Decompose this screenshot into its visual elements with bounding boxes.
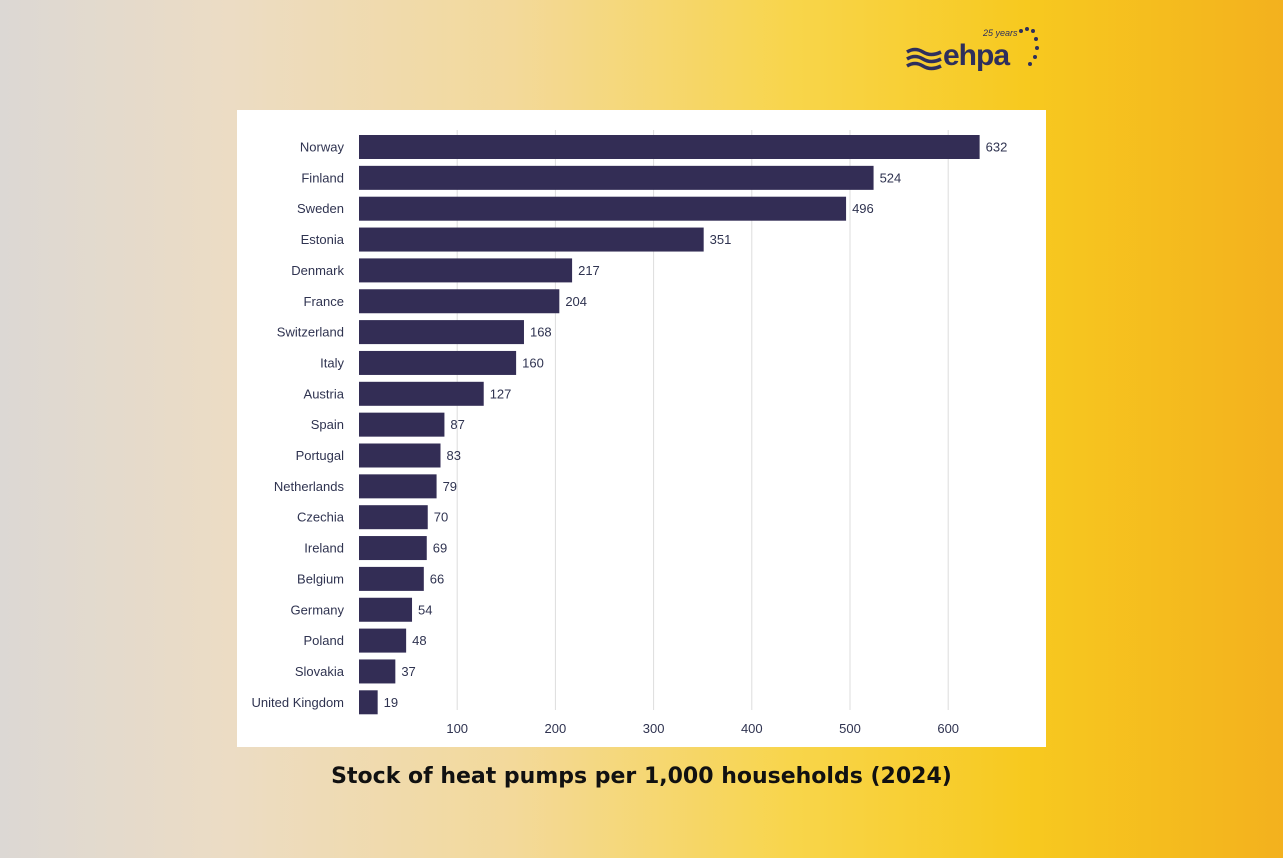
chart-card: 100 200 300 400 500 600 Norway 632 Finland 524 Swe…	[237, 110, 1046, 747]
category-label: Portugal	[296, 448, 345, 463]
category-label: Spain	[311, 417, 344, 432]
x-tick-label: 300	[643, 721, 665, 736]
data-label: 632	[986, 140, 1008, 155]
category-label: Sweden	[297, 201, 344, 216]
bar	[359, 536, 427, 561]
category-label: Austria	[304, 386, 345, 401]
bar	[359, 135, 980, 159]
bar	[359, 165, 874, 190]
data-label: 87	[450, 417, 464, 432]
category-label: Netherlands	[274, 479, 345, 494]
bar	[359, 505, 428, 530]
logo-subtitle: 25 years	[983, 28, 1018, 38]
data-label: 66	[430, 571, 444, 586]
bar	[359, 289, 560, 314]
bar	[359, 597, 413, 622]
data-label: 19	[384, 695, 398, 710]
data-label: 217	[578, 263, 600, 278]
x-tick-label: 100	[446, 721, 468, 736]
data-label: 48	[412, 633, 426, 648]
category-label: Denmark	[291, 263, 344, 278]
data-label: 83	[447, 448, 461, 463]
data-label: 37	[401, 664, 415, 679]
waves-icon	[906, 47, 942, 71]
x-tick-label: 500	[839, 721, 861, 736]
bar	[359, 196, 847, 221]
category-label: Poland	[304, 633, 344, 648]
bar	[359, 443, 441, 468]
bar	[359, 628, 407, 653]
data-label: 160	[522, 355, 544, 370]
data-label: 54	[418, 602, 432, 617]
data-label: 204	[565, 294, 587, 309]
category-label: Slovakia	[295, 664, 345, 679]
data-label: 496	[852, 201, 874, 216]
data-label: 524	[880, 170, 902, 185]
data-label: 69	[433, 541, 447, 556]
x-tick-label: 600	[937, 721, 959, 736]
bar	[359, 258, 573, 283]
x-tick-label: 400	[741, 721, 763, 736]
category-label: Switzerland	[277, 325, 344, 340]
category-label: France	[304, 294, 344, 309]
data-label: 168	[530, 325, 552, 340]
category-label: United Kingdom	[252, 695, 345, 710]
category-label: Belgium	[297, 571, 344, 586]
bar	[359, 350, 517, 375]
category-label: Finland	[301, 170, 344, 185]
bar	[359, 320, 524, 345]
category-label: Norway	[300, 140, 345, 155]
category-label: Czechia	[297, 510, 345, 525]
bar	[359, 659, 396, 684]
bar	[359, 690, 378, 715]
x-tick-label: 200	[545, 721, 567, 736]
bar	[359, 381, 484, 406]
bar	[359, 566, 424, 591]
data-label: 79	[443, 479, 457, 494]
stars-icon	[1019, 27, 1039, 66]
category-label: Ireland	[304, 541, 344, 556]
category-label: Estonia	[301, 232, 345, 247]
bar-chart: 100 200 300 400 500 600 Norway 632 Finland 524 Swe…	[252, 130, 1008, 736]
data-label: 127	[490, 386, 512, 401]
ehpa-logo: ehpa 25 years	[905, 24, 1040, 78]
bar	[359, 227, 704, 252]
logo-text: ehpa	[943, 39, 1010, 72]
data-label: 70	[434, 510, 448, 525]
chart-caption: Stock of heat pumps per 1,000 households…	[331, 764, 952, 789]
category-label: Italy	[320, 355, 344, 370]
category-label: Germany	[291, 602, 345, 617]
bar	[359, 412, 445, 437]
bar	[359, 474, 437, 499]
data-label: 351	[710, 232, 732, 247]
